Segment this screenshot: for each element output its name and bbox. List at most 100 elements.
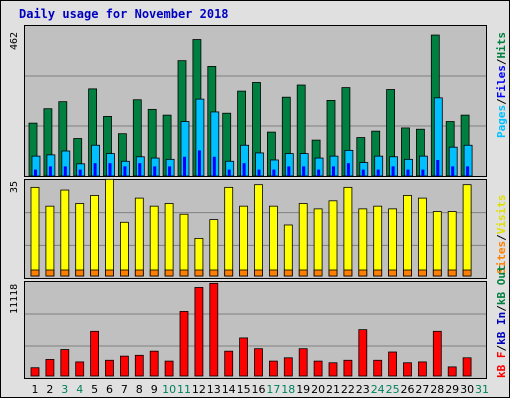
- kbf-bar: [179, 311, 189, 377]
- x-tick-label: 29: [445, 383, 459, 396]
- sites-bar: [60, 269, 70, 277]
- kbf-bar: [373, 359, 383, 377]
- x-tick-label: 4: [76, 383, 83, 396]
- kbf-bar: [328, 362, 338, 377]
- kbf-bar: [462, 357, 472, 377]
- pages-bar: [183, 156, 186, 176]
- x-tick-label: 28: [430, 383, 444, 396]
- x-tick-label: 1: [32, 383, 39, 396]
- kbf-bar: [194, 287, 204, 377]
- kbf-bar: [60, 349, 70, 377]
- pages-bar: [78, 169, 82, 176]
- sites-bar: [283, 269, 293, 277]
- pages-bar: [197, 150, 201, 176]
- visits-bar: [268, 205, 278, 277]
- sites-bar: [105, 269, 114, 277]
- x-tick-label: 9: [151, 383, 158, 396]
- pages-bar: [212, 156, 216, 176]
- kbf-bar: [90, 330, 99, 377]
- sites-bar: [358, 269, 368, 277]
- sites-bar: [313, 269, 323, 277]
- pages-bar: [153, 166, 157, 176]
- pages-bar: [93, 163, 97, 176]
- sites-bar: [343, 269, 353, 277]
- visits-bar: [447, 211, 457, 277]
- pages-bar: [257, 169, 261, 176]
- sites-bar: [417, 269, 427, 277]
- sites-bar: [224, 269, 234, 277]
- sites-bar: [462, 269, 472, 277]
- pages-bar: [168, 166, 172, 176]
- sites-bar: [164, 269, 174, 277]
- kbf-bar: [403, 362, 412, 377]
- pages-bar: [48, 166, 52, 176]
- sites-bar: [75, 269, 85, 277]
- sites-bar: [373, 269, 383, 277]
- pages-bar: [332, 166, 335, 176]
- sites-bar: [134, 269, 144, 277]
- sites-bar: [45, 269, 55, 277]
- visits-bar: [60, 189, 70, 277]
- sites-bar: [403, 269, 412, 277]
- kbf-bar: [224, 350, 234, 377]
- x-tick-label: 19: [296, 383, 310, 396]
- sites-bar: [432, 269, 442, 277]
- x-tick-label: 2: [46, 383, 53, 396]
- x-tick-label: 21: [326, 383, 340, 396]
- sites-bar: [120, 269, 129, 277]
- x-tick-label: 17: [266, 383, 280, 396]
- kbf-bar: [388, 351, 398, 377]
- kbf-bar: [134, 354, 144, 377]
- pages-bar: [138, 163, 142, 176]
- sites-bar: [328, 269, 338, 277]
- x-tick-label: 13: [207, 383, 221, 396]
- visits-bar: [120, 221, 129, 277]
- pages-bar: [317, 169, 321, 176]
- kbf-bar: [417, 361, 427, 377]
- visits-bar: [30, 186, 40, 277]
- pages-bar: [63, 166, 67, 176]
- visits-bar: [90, 195, 99, 277]
- visits-bar: [254, 184, 263, 277]
- visits-bar: [298, 203, 308, 277]
- sites-bar: [90, 269, 99, 277]
- visits-bar: [179, 213, 189, 277]
- x-tick-label: 8: [136, 383, 143, 396]
- sites-bar: [268, 269, 278, 277]
- kbf-bar: [313, 360, 323, 377]
- kbf-bar: [268, 360, 278, 377]
- kbf-bar: [283, 357, 293, 377]
- visits-bar: [373, 205, 383, 277]
- kbf-bar: [209, 282, 219, 377]
- x-tick-label: 5: [91, 383, 98, 396]
- visits-bar: [239, 205, 249, 277]
- pages-bar: [227, 169, 231, 176]
- x-tick-label: 30: [460, 383, 474, 396]
- x-tick-label: 24: [371, 383, 385, 396]
- visits-bar: [358, 208, 368, 277]
- x-tick-label: 26: [401, 383, 415, 396]
- kbf-bar: [298, 348, 308, 377]
- x-tick-label: 20: [311, 383, 325, 396]
- kbf-bar: [239, 337, 249, 377]
- kbf-bar: [45, 359, 55, 377]
- visits-bar: [462, 184, 472, 277]
- sites-bar: [149, 269, 159, 277]
- x-tick-label: 25: [386, 383, 400, 396]
- kbf-bar: [254, 348, 263, 377]
- kbf-bar: [120, 355, 129, 377]
- pages-bar: [346, 163, 350, 176]
- pages-bar: [391, 166, 395, 176]
- kbf-bar: [105, 359, 114, 377]
- kbf-bar: [358, 329, 368, 377]
- visits-bar: [403, 195, 412, 277]
- visits-bar: [388, 208, 398, 277]
- visits-bar: [164, 203, 174, 277]
- visits-bar: [313, 208, 323, 277]
- sites-bar: [239, 269, 249, 277]
- pages-bar: [421, 169, 425, 176]
- pages-bar: [436, 159, 440, 176]
- pages-bar: [287, 166, 291, 176]
- pages-bar: [302, 166, 306, 176]
- sites-bar: [447, 269, 457, 277]
